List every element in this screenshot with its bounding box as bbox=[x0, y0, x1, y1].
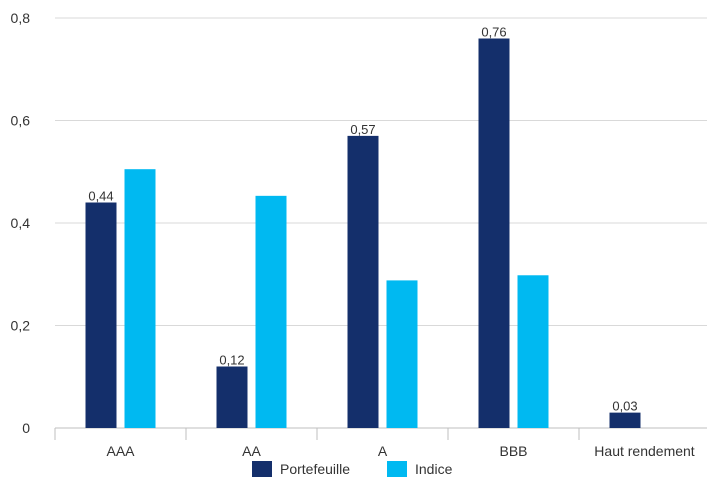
y-tick-label: 0,4 bbox=[11, 215, 31, 231]
bar-indice bbox=[124, 169, 156, 428]
x-tick-label: AAA bbox=[106, 443, 135, 459]
x-tick-label: AA bbox=[242, 443, 261, 459]
gridlines bbox=[55, 17, 707, 326]
legend-item: Portefeuille bbox=[252, 461, 350, 477]
legend-swatch bbox=[387, 461, 407, 477]
bar-portefeuille bbox=[216, 366, 248, 428]
bar-data-label: 0,76 bbox=[481, 25, 506, 40]
x-tick-label: Haut rendement bbox=[594, 443, 695, 459]
y-tick-label: 0,6 bbox=[11, 113, 31, 129]
legend: Portefeuille Indice bbox=[252, 461, 453, 477]
bar-data-label: 0,44 bbox=[88, 189, 113, 204]
legend-item: Indice bbox=[387, 461, 453, 477]
bar-data-label: 0,12 bbox=[219, 353, 244, 368]
x-tick-label: A bbox=[378, 443, 388, 459]
bar-portefeuille bbox=[85, 202, 117, 428]
bar-portefeuille bbox=[347, 135, 379, 428]
bar-portefeuille bbox=[478, 38, 510, 428]
y-tick-label: 0,2 bbox=[11, 318, 31, 334]
bar-portefeuille bbox=[609, 412, 641, 428]
data-labels: 0,44 0,12 0,57 0,76 0,03 bbox=[88, 25, 637, 414]
y-tick-label: 0 bbox=[22, 420, 30, 436]
bar-data-label: 0,03 bbox=[612, 399, 637, 414]
legend-swatch bbox=[252, 461, 272, 477]
bar-data-label: 0,57 bbox=[350, 122, 375, 137]
bars bbox=[85, 38, 641, 428]
x-tick-label: BBB bbox=[499, 443, 527, 459]
bar-indice bbox=[386, 280, 418, 428]
bar-indice bbox=[517, 275, 549, 428]
legend-label: Portefeuille bbox=[280, 461, 350, 477]
y-tick-label: 0,8 bbox=[11, 10, 31, 26]
bar-indice bbox=[255, 195, 287, 428]
legend-label: Indice bbox=[415, 461, 453, 477]
